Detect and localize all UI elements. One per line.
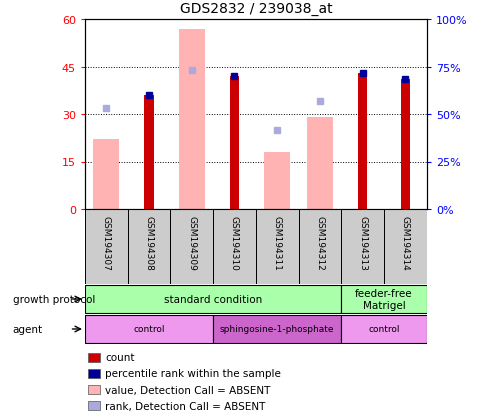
Bar bbox=[170, 209, 212, 284]
Bar bbox=[88, 353, 100, 362]
Bar bbox=[85, 315, 212, 344]
Bar bbox=[88, 369, 100, 378]
Bar bbox=[85, 209, 127, 284]
Bar bbox=[341, 209, 383, 284]
Text: GSM194307: GSM194307 bbox=[102, 216, 110, 270]
Text: GSM194311: GSM194311 bbox=[272, 216, 281, 270]
Text: count: count bbox=[105, 352, 135, 362]
Bar bbox=[229, 77, 239, 209]
Text: feeder-free
Matrigel: feeder-free Matrigel bbox=[354, 289, 412, 310]
Bar bbox=[400, 80, 409, 209]
Bar bbox=[256, 209, 298, 284]
Text: rank, Detection Call = ABSENT: rank, Detection Call = ABSENT bbox=[105, 401, 265, 411]
Text: percentile rank within the sample: percentile rank within the sample bbox=[105, 368, 281, 378]
Text: standard condition: standard condition bbox=[164, 294, 262, 304]
Bar bbox=[264, 153, 289, 209]
Bar bbox=[85, 285, 341, 313]
Bar bbox=[383, 209, 426, 284]
Bar bbox=[357, 74, 367, 209]
Bar bbox=[93, 140, 119, 209]
Bar bbox=[341, 315, 426, 344]
Text: agent: agent bbox=[13, 324, 43, 334]
Bar bbox=[341, 285, 426, 313]
Text: GSM194308: GSM194308 bbox=[144, 216, 153, 270]
Bar bbox=[179, 29, 204, 209]
Text: GSM194314: GSM194314 bbox=[400, 216, 409, 270]
Text: value, Detection Call = ABSENT: value, Detection Call = ABSENT bbox=[105, 385, 270, 395]
Bar bbox=[298, 209, 341, 284]
Bar bbox=[88, 385, 100, 394]
Text: GSM194312: GSM194312 bbox=[315, 216, 324, 270]
Text: GSM194309: GSM194309 bbox=[187, 216, 196, 270]
Text: control: control bbox=[133, 325, 165, 334]
Text: control: control bbox=[367, 325, 399, 334]
Text: GSM194310: GSM194310 bbox=[229, 216, 239, 270]
Bar bbox=[306, 118, 332, 209]
Text: growth protocol: growth protocol bbox=[13, 294, 95, 304]
Title: GDS2832 / 239038_at: GDS2832 / 239038_at bbox=[179, 2, 332, 16]
Bar bbox=[88, 401, 100, 411]
Bar bbox=[212, 209, 256, 284]
Bar bbox=[127, 209, 170, 284]
Bar bbox=[144, 96, 153, 209]
Bar bbox=[212, 315, 341, 344]
Text: GSM194313: GSM194313 bbox=[358, 216, 366, 270]
Text: sphingosine-1-phosphate: sphingosine-1-phosphate bbox=[220, 325, 334, 334]
